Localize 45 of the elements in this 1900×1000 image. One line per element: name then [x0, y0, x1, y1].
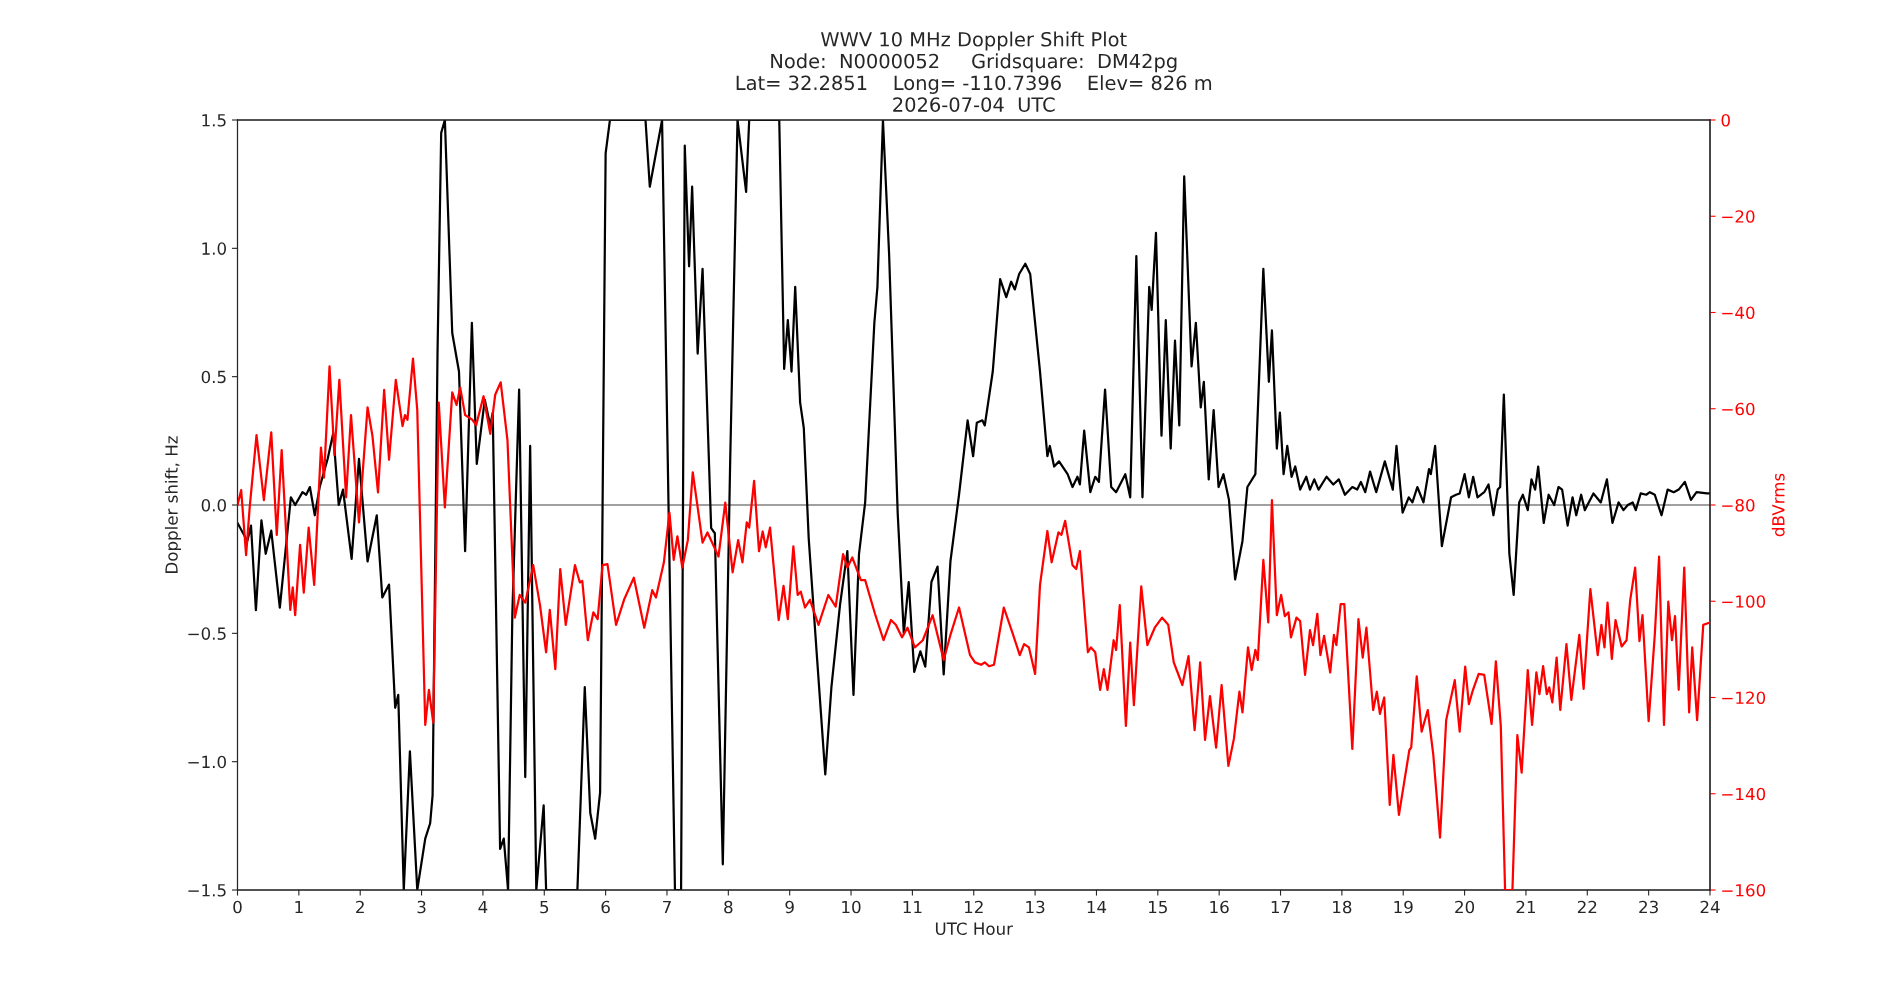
x-tick-label: 11 [903, 900, 922, 914]
y2-tick-label: −160 [1722, 883, 1766, 897]
y2-tick-label: 0 [1721, 113, 1730, 127]
x-tick-label: 15 [1149, 900, 1167, 914]
y2-tick-label: −80 [1722, 498, 1755, 512]
x-tick-label: 0 [233, 900, 242, 914]
x-tick-label: 8 [724, 900, 733, 914]
y-tick-label: −0.5 [188, 627, 226, 640]
x-tick-label: 16 [1210, 900, 1229, 914]
x-tick-label: 1 [295, 900, 303, 914]
x-tick-label: 6 [601, 900, 610, 914]
y-axis-title: Doppler shift, Hz [164, 436, 182, 573]
x-tick-label: 14 [1087, 900, 1107, 914]
x-tick-label: 21 [1516, 900, 1535, 914]
y-tick-label: −1.0 [188, 755, 226, 769]
x-tick-label: 22 [1577, 900, 1597, 914]
x-tick-label: 24 [1700, 900, 1720, 914]
x-tick-label: 20 [1455, 900, 1475, 914]
y2-tick-label: −140 [1722, 787, 1766, 801]
x-tick-label: 23 [1639, 900, 1658, 914]
y2-tick-label: −60 [1722, 402, 1755, 416]
y-tick-label: 0.0 [201, 498, 226, 512]
x-tick-label: 9 [785, 900, 794, 914]
x-tick-label: 18 [1333, 900, 1352, 914]
x-tick-label: 4 [478, 900, 488, 914]
x-tick-label: 19 [1394, 900, 1413, 914]
y2-tick-label: −40 [1722, 306, 1755, 320]
x-tick-label: 7 [663, 900, 671, 914]
y-tick-label: 0.5 [201, 370, 226, 384]
y2-tick-label: −20 [1722, 210, 1755, 223]
y2-axis-title: dBVrms [1771, 473, 1785, 537]
x-tick-label: 13 [1026, 900, 1045, 914]
y2-tick-label: −120 [1722, 691, 1766, 705]
y2-tick-label: −100 [1722, 595, 1766, 608]
y-tick-label: 1.0 [202, 242, 226, 255]
x-tick-label: 17 [1271, 900, 1290, 914]
x-axis-title: UTC Hour [935, 922, 1013, 935]
x-tick-label: 5 [540, 900, 549, 914]
x-tick-label: 12 [964, 900, 983, 914]
y-tick-label: 1.5 [202, 114, 226, 127]
chart-title: WWV 10 MHz Doppler Shift Plot Node: N0000052 Gridsquare: DM42pg Lat= 32.2851 Long= -110.7396 Elev= 826 m 2026-07-04 UTC [736, 31, 1212, 112]
x-tick-label: 2 [356, 900, 364, 914]
x-tick-label: 10 [842, 900, 861, 914]
y-tick-label: −1.5 [188, 884, 226, 897]
x-tick-label: 3 [417, 900, 426, 914]
